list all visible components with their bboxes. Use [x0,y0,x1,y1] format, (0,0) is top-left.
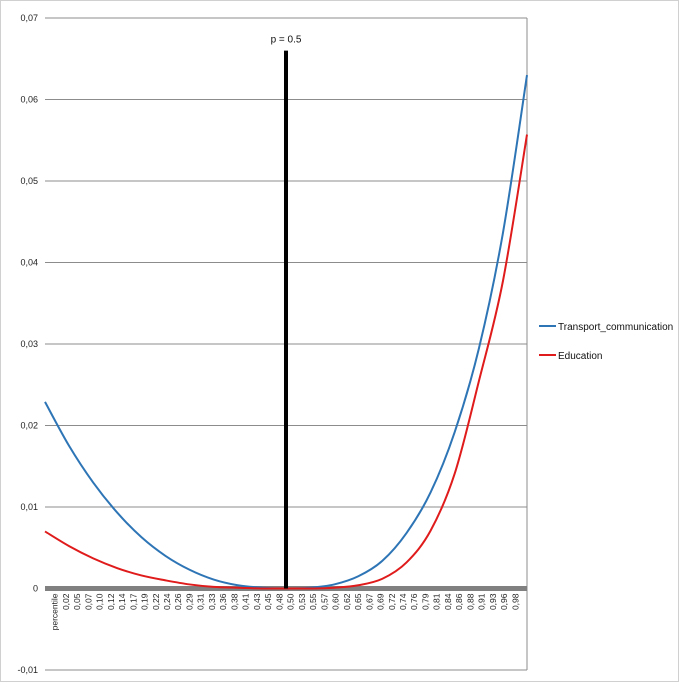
x-tick-label: 0,19 [140,593,150,610]
series-group [44,74,528,590]
p-annotation: p = 0.5 [271,35,302,589]
x-tick-label: 0,31 [196,593,206,610]
x-axis-first-label: percentile [50,593,60,630]
x-tick-label: 0,36 [218,593,228,610]
y-tick-label: 0,06 [20,95,38,105]
y-tick-label: 0,04 [20,258,38,268]
x-tick-label: 0,22 [151,593,161,610]
x-tick-label: 0,57 [319,593,329,610]
series-line-education [44,134,528,590]
x-tick-label: 0,88 [465,593,475,610]
y-tick-label: -0,01 [17,665,38,675]
x-tick-label: 0,65 [353,593,363,610]
x-tick-label: 0,84 [443,593,453,610]
x-tick-label: 0,96 [499,593,509,610]
x-axis-ticks: percentile 0,02 0,05 0,07 0,10 0,12 0,14 0,17 0,… [50,593,521,630]
x-tick-label: 0,48 [274,593,284,610]
x-tick-label: 0,81 [432,593,442,610]
legend-label: Transport_communication [558,322,673,333]
x-tick-label: 0,17 [128,593,138,610]
y-tick-label: 0,03 [20,339,38,349]
x-tick-label: 0,55 [308,593,318,610]
x-tick-label: 0,69 [376,593,386,610]
x-tick-label: 0,98 [510,593,520,610]
x-tick-label: 0,10 [95,593,105,610]
x-tick-label: 0,05 [72,593,82,610]
x-tick-label: 0,60 [331,593,341,610]
x-tick-label: 0,91 [477,593,487,610]
x-tick-label: 0,07 [83,593,93,610]
x-tick-label: 0,74 [398,593,408,610]
x-tick-label: 0,50 [286,593,296,610]
x-tick-label: 0,26 [173,593,183,610]
x-tick-label: 0,33 [207,593,217,610]
x-tick-label: 0,02 [61,593,71,610]
x-tick-label: 0,93 [488,593,498,610]
x-tick-label: 0,38 [229,593,239,610]
y-tick-label: 0 [33,584,38,594]
x-tick-label: 0,67 [364,593,374,610]
x-tick-label: 0,29 [185,593,195,610]
x-tick-label: 0,41 [241,593,251,610]
x-tick-label: 0,72 [387,593,397,610]
x-tick-label: 0,53 [297,593,307,610]
y-tick-label: 0,01 [20,502,38,512]
x-tick-label: 0,76 [409,593,419,610]
x-tick-label: 0,43 [252,593,262,610]
x-tick-label: 0,14 [117,593,127,610]
y-axis-ticks: 0,07 0,06 0,05 0,04 0,03 0,02 0,01 0 -0,01 [17,13,38,675]
x-tick-label: 0,24 [162,593,172,610]
x-tick-label: 0,45 [263,593,273,610]
y-tick-label: 0,02 [20,421,38,431]
y-tick-label: 0,07 [20,13,38,23]
y-tick-label: 0,05 [20,176,38,186]
x-tick-label: 0,86 [454,593,464,610]
x-tick-label: 0,62 [342,593,352,610]
annotation-label: p = 0.5 [271,35,302,46]
legend-label: Education [558,351,602,362]
x-tick-label: 0,12 [106,593,116,610]
x-tick-label: 0,79 [421,593,431,610]
legend: Transport_communication Education [539,322,673,362]
